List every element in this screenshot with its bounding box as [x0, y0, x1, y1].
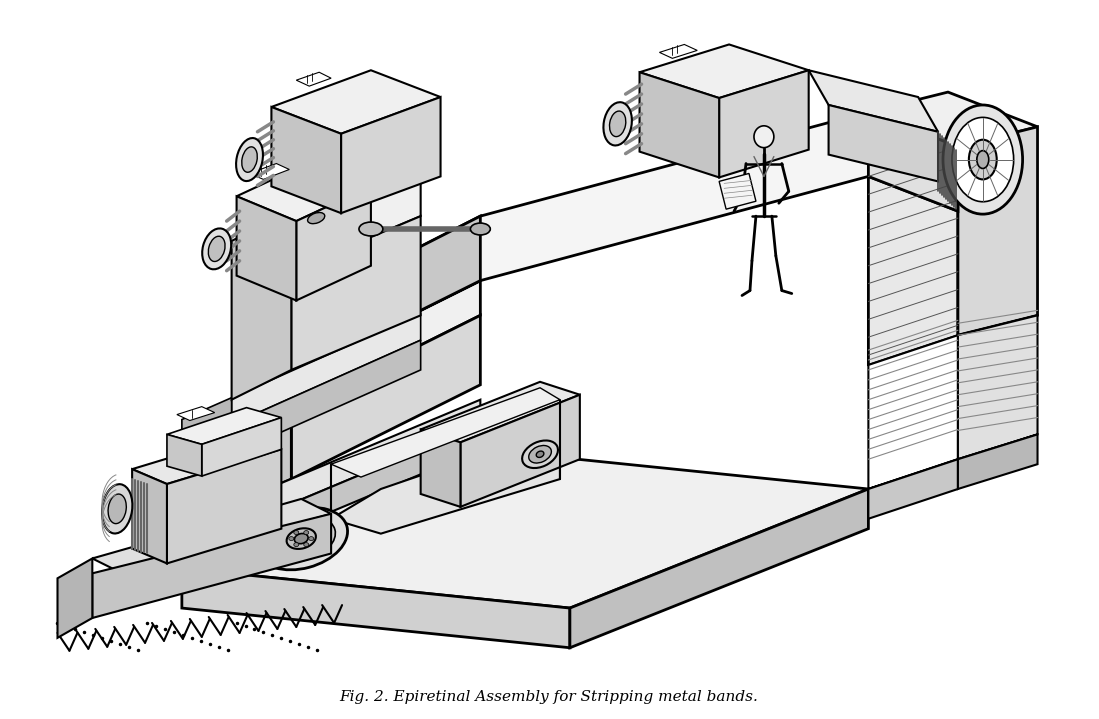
Polygon shape: [640, 72, 719, 178]
Polygon shape: [341, 97, 441, 213]
Ellipse shape: [610, 111, 625, 137]
Polygon shape: [167, 449, 281, 564]
Ellipse shape: [242, 147, 257, 173]
Polygon shape: [167, 408, 281, 444]
Ellipse shape: [308, 213, 325, 224]
Polygon shape: [271, 70, 441, 134]
Ellipse shape: [267, 516, 335, 562]
Polygon shape: [232, 313, 421, 424]
Polygon shape: [291, 216, 480, 375]
Polygon shape: [570, 489, 868, 648]
Polygon shape: [719, 70, 809, 178]
Polygon shape: [331, 434, 560, 533]
Polygon shape: [232, 340, 421, 454]
Polygon shape: [958, 316, 1037, 459]
Ellipse shape: [287, 528, 315, 549]
Polygon shape: [291, 157, 421, 270]
Ellipse shape: [236, 138, 263, 181]
Ellipse shape: [952, 117, 1013, 202]
Ellipse shape: [603, 102, 632, 145]
Polygon shape: [236, 162, 370, 221]
Ellipse shape: [359, 222, 382, 236]
Polygon shape: [202, 418, 281, 476]
Ellipse shape: [529, 446, 552, 463]
Ellipse shape: [977, 150, 989, 168]
Polygon shape: [868, 434, 1037, 489]
Ellipse shape: [293, 543, 299, 546]
Polygon shape: [291, 280, 480, 410]
Polygon shape: [181, 504, 232, 569]
Polygon shape: [177, 407, 214, 421]
Polygon shape: [719, 173, 756, 209]
Ellipse shape: [289, 536, 293, 541]
Polygon shape: [132, 469, 167, 564]
Polygon shape: [181, 449, 868, 608]
Ellipse shape: [293, 531, 299, 534]
Polygon shape: [271, 107, 341, 213]
Polygon shape: [297, 186, 370, 301]
Polygon shape: [249, 163, 289, 180]
Ellipse shape: [969, 139, 997, 180]
Polygon shape: [297, 72, 331, 86]
Polygon shape: [92, 499, 331, 573]
Ellipse shape: [522, 441, 558, 468]
Polygon shape: [460, 395, 580, 507]
Polygon shape: [868, 335, 958, 489]
Polygon shape: [232, 375, 291, 504]
Polygon shape: [232, 400, 480, 528]
Polygon shape: [421, 382, 580, 442]
Polygon shape: [659, 45, 697, 58]
Ellipse shape: [754, 126, 774, 147]
Polygon shape: [57, 559, 92, 638]
Text: Fig. 2. Epiretinal Assembly for Stripping metal bands.: Fig. 2. Epiretinal Assembly for Strippin…: [340, 690, 758, 705]
Polygon shape: [868, 112, 958, 211]
Polygon shape: [421, 429, 460, 507]
Ellipse shape: [536, 451, 544, 457]
Ellipse shape: [309, 536, 313, 541]
Polygon shape: [809, 70, 939, 132]
Polygon shape: [132, 434, 281, 484]
Ellipse shape: [202, 229, 231, 270]
Polygon shape: [868, 92, 1037, 147]
Ellipse shape: [943, 105, 1022, 214]
Ellipse shape: [102, 484, 132, 533]
Polygon shape: [958, 127, 1037, 335]
Polygon shape: [291, 216, 421, 370]
Ellipse shape: [255, 508, 347, 570]
Ellipse shape: [295, 533, 308, 544]
Polygon shape: [829, 105, 939, 181]
Polygon shape: [868, 459, 958, 519]
Polygon shape: [181, 398, 232, 476]
Polygon shape: [92, 514, 331, 618]
Polygon shape: [958, 434, 1037, 489]
Polygon shape: [232, 424, 480, 554]
Polygon shape: [167, 434, 202, 476]
Polygon shape: [291, 112, 868, 375]
Polygon shape: [236, 196, 297, 301]
Polygon shape: [181, 569, 570, 648]
Polygon shape: [868, 316, 1037, 365]
Ellipse shape: [303, 543, 309, 546]
Polygon shape: [291, 316, 480, 479]
Ellipse shape: [108, 494, 126, 523]
Polygon shape: [232, 211, 291, 400]
Ellipse shape: [303, 531, 309, 534]
Ellipse shape: [470, 223, 490, 235]
Polygon shape: [331, 388, 560, 477]
Polygon shape: [868, 176, 958, 400]
Polygon shape: [640, 45, 809, 98]
Ellipse shape: [209, 237, 225, 262]
